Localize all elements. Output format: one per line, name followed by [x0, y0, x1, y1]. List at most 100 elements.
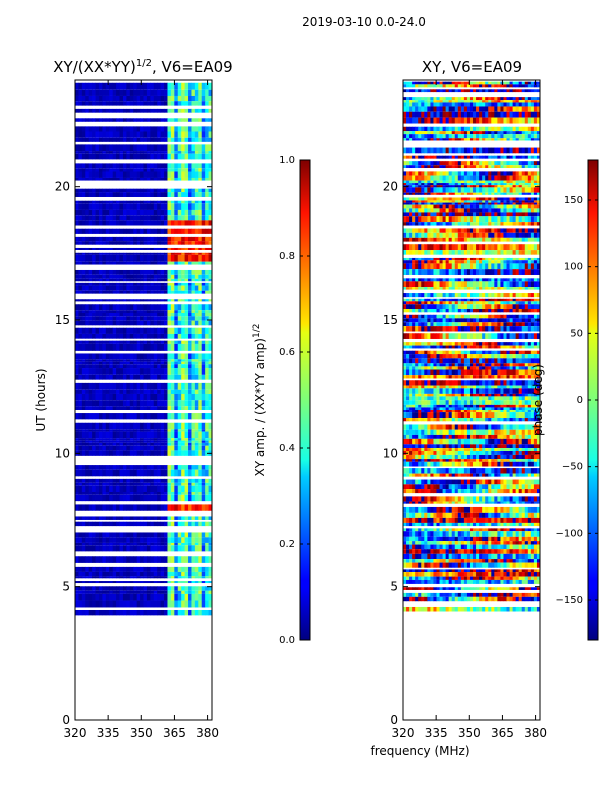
- heatmap-cell: [88, 609, 93, 616]
- heatmap-cell: [129, 556, 134, 563]
- heatmap-cell: [427, 155, 431, 159]
- heatmap-cell: [177, 108, 182, 113]
- heatmap-cell: [512, 200, 517, 203]
- heatmap-cell: [167, 442, 172, 446]
- heatmap-cell: [140, 532, 144, 538]
- heatmap-cell: [98, 228, 103, 234]
- heatmap-cell: [143, 228, 148, 234]
- heatmap-cell: [205, 290, 209, 294]
- heatmap-cell: [102, 278, 107, 282]
- heatmap-cell: [205, 327, 209, 334]
- heatmap-cell: [479, 171, 483, 176]
- heatmap-cell: [436, 84, 440, 88]
- heatmap-cell: [181, 101, 185, 106]
- heatmap-cell: [188, 532, 192, 538]
- heatmap-cell: [112, 374, 117, 380]
- heatmap-cell: [454, 165, 459, 169]
- heatmap-cell: [98, 389, 103, 394]
- heatmap-cell: [524, 204, 529, 209]
- heatmap-cell: [75, 364, 79, 369]
- heatmap-cell: [167, 101, 172, 106]
- heatmap-cell: [494, 202, 498, 205]
- heatmap-cell: [418, 204, 422, 209]
- heatmap-cell: [78, 241, 83, 245]
- heatmap-cell: [146, 542, 151, 546]
- heatmap-cell: [78, 537, 83, 543]
- heatmap-cell: [133, 310, 138, 313]
- heatmap-cell: [129, 316, 134, 321]
- heatmap-cell: [78, 131, 83, 138]
- heatmap-cell: [430, 192, 434, 195]
- heatmap-cell: [122, 516, 127, 520]
- heatmap-cell: [473, 131, 477, 135]
- heatmap-cell: [122, 203, 127, 210]
- heatmap-cell: [98, 340, 103, 344]
- heatmap-cell: [500, 175, 504, 181]
- heatmap-cell: [133, 137, 138, 142]
- heatmap-cell: [427, 117, 431, 124]
- heatmap-cell: [109, 364, 114, 369]
- heatmap-cell: [201, 171, 206, 178]
- heatmap-cell: [136, 269, 141, 275]
- heatmap-cell: [194, 247, 199, 251]
- heatmap-cell: [98, 108, 103, 113]
- heatmap-cell: [433, 89, 437, 93]
- heatmap-cell: [109, 469, 114, 477]
- heatmap-cell: [184, 445, 189, 451]
- heatmap-cell: [503, 192, 507, 195]
- heatmap-cell: [406, 134, 410, 139]
- heatmap-cell: [102, 440, 107, 443]
- heatmap-cell: [112, 482, 117, 486]
- heatmap-cell: [126, 118, 131, 122]
- heatmap-cell: [85, 177, 90, 181]
- heatmap-cell: [122, 304, 127, 311]
- heatmap-cell: [112, 312, 117, 317]
- heatmap-cell: [143, 151, 148, 154]
- heatmap-cell: [153, 566, 158, 572]
- heatmap-cell: [136, 200, 141, 204]
- heatmap-cell: [102, 203, 107, 210]
- heatmap-cell: [116, 241, 120, 245]
- heatmap-cell: [143, 590, 148, 594]
- heatmap-cell: [454, 204, 459, 209]
- heatmap-cell: [140, 312, 144, 317]
- heatmap-cell: [146, 228, 151, 234]
- heatmap-cell: [119, 168, 124, 172]
- heatmap-cell: [160, 537, 165, 543]
- heatmap-cell: [92, 137, 96, 142]
- heatmap-cell: [98, 241, 103, 245]
- heatmap-cell: [112, 576, 117, 579]
- heatmap-cell: [184, 382, 189, 390]
- heatmap-cell: [521, 89, 526, 93]
- heatmap-cell: [122, 542, 127, 546]
- heatmap-cell: [75, 400, 79, 407]
- heatmap-cell: [119, 299, 124, 302]
- heatmap-cell: [122, 469, 127, 477]
- heatmap-cell: [194, 343, 199, 351]
- heatmap-cell: [95, 278, 100, 282]
- heatmap-cell: [153, 274, 158, 279]
- heatmap-cell: [430, 175, 434, 181]
- heatmap-cell: [457, 102, 462, 107]
- heatmap-cell: [205, 368, 209, 375]
- heatmap-cell: [430, 202, 434, 205]
- heatmap-cell: [445, 180, 450, 184]
- heatmap-cell: [133, 429, 138, 432]
- heatmap-cell: [126, 566, 131, 572]
- heatmap-cell: [457, 84, 462, 88]
- heatmap-cell: [119, 177, 124, 181]
- heatmap-cell: [191, 429, 196, 432]
- heatmap-cell: [129, 482, 134, 486]
- heatmap-cell: [184, 469, 189, 477]
- heatmap-cell: [201, 359, 206, 362]
- heatmap-cell: [105, 429, 110, 432]
- heatmap-cell: [427, 84, 431, 88]
- heatmap-cell: [105, 269, 110, 275]
- heatmap-cell: [146, 153, 151, 160]
- heatmap-cell: [153, 359, 158, 362]
- heatmap-cell: [112, 290, 117, 294]
- heatmap-cell: [421, 117, 425, 124]
- heatmap-cell: [533, 192, 538, 195]
- heatmap-cell: [184, 89, 189, 96]
- heatmap-cell: [181, 516, 185, 520]
